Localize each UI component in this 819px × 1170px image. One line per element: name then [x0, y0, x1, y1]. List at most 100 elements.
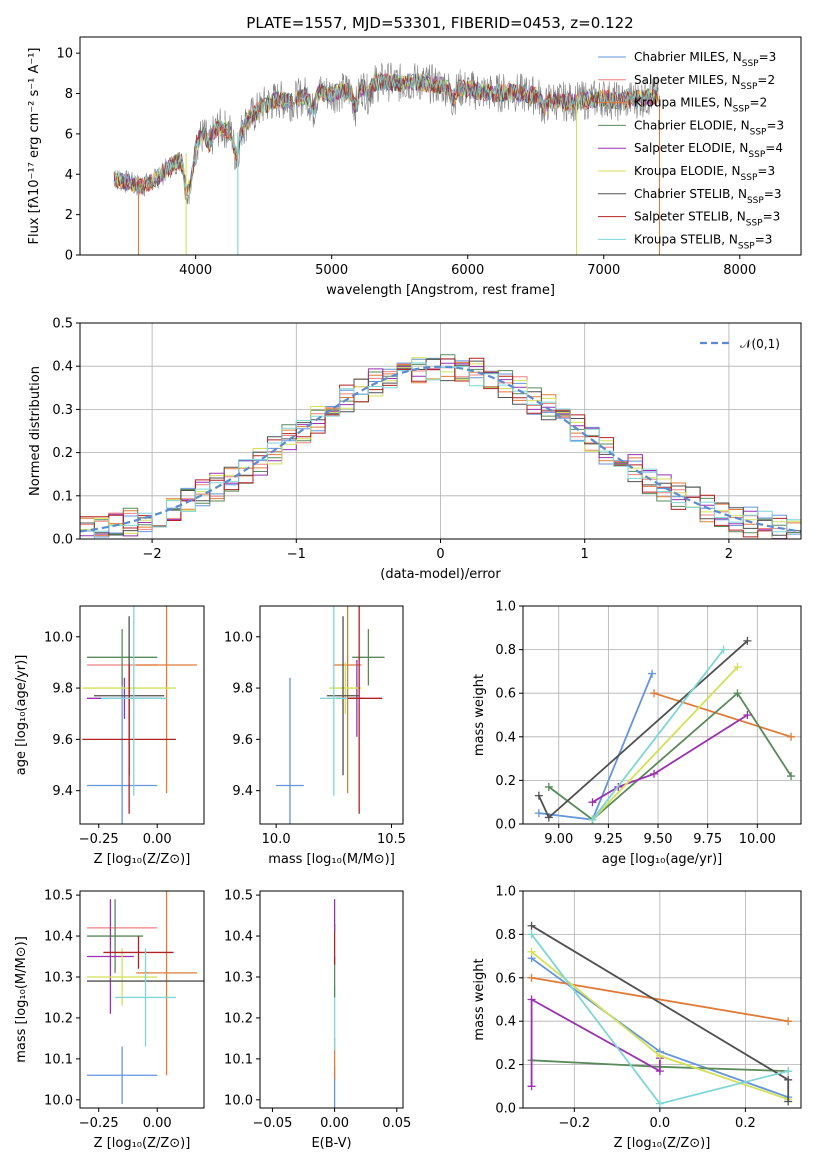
- gaussian-reference-line: [80, 365, 801, 533]
- x-tick-label: 10.00: [739, 832, 776, 847]
- weight-marker: [534, 809, 543, 818]
- panel-spectrum: Chabrier MILES, NSSP=3 Salpeter MILES, NS…: [27, 36, 802, 298]
- y-tick-label: 0: [65, 249, 73, 264]
- residual-histogram: [80, 362, 801, 539]
- axes-frame: [259, 890, 404, 1109]
- x-tick-label: 9.50: [644, 832, 673, 847]
- y-tick-label: 0.8: [495, 643, 516, 658]
- legend-entry: Kroupa ELODIE, NSSP=3: [634, 164, 775, 183]
- plot-area: [87, 891, 204, 1104]
- y-tick-label: 9.6: [52, 733, 73, 748]
- y-axis-label: age [log₁₀(age/yr)]: [14, 655, 29, 776]
- y-tick-label: 0.4: [52, 360, 73, 375]
- x-tick-label: 9.25: [594, 832, 623, 847]
- y-tick-label: 0.2: [495, 1058, 516, 1073]
- y-tick-label: 8: [65, 87, 73, 102]
- y-tick-label: 10.4: [224, 930, 253, 945]
- x-axis-label: Z [log₁₀(Z/Z⊙)]: [94, 852, 191, 867]
- weight-marker: [544, 813, 553, 822]
- weight-marker: [588, 798, 597, 807]
- x-tick-label: −0.25: [79, 1116, 119, 1131]
- x-tick-label: 0.2: [735, 1116, 756, 1131]
- y-tick-label: 9.6: [232, 733, 253, 748]
- x-tick-label: 0.0: [650, 1116, 671, 1131]
- weight-marker: [650, 769, 659, 778]
- x-tick-label: −2: [143, 547, 162, 562]
- x-tick-label: 10.0: [262, 832, 291, 847]
- panel-ebv-vs-mass: −0.05 0.00 0.05 10.0 10.1 10.2 10.3 10.4 10.5 E(B…: [224, 889, 411, 1151]
- plot-area: [527, 921, 793, 1108]
- y-tick-label: 10.5: [224, 889, 253, 904]
- weight-marker: [544, 782, 553, 791]
- x-tick-label: 0.00: [320, 1116, 349, 1131]
- x-tick-label: 9.75: [693, 832, 722, 847]
- y-tick-label: 10.0: [44, 630, 73, 645]
- x-axis-label: age [log₁₀(age/yr)]: [602, 852, 723, 867]
- x-tick-label: 5000: [315, 263, 348, 278]
- y-tick-label: 9.8: [52, 682, 73, 697]
- legend-entry: Salpeter ELODIE, NSSP=4: [634, 141, 783, 160]
- y-tick-label: 10.0: [224, 1093, 253, 1108]
- y-tick-label: 0.4: [495, 1015, 516, 1030]
- weight-marker: [655, 1099, 664, 1108]
- y-tick-label: 0.4: [495, 730, 516, 745]
- model-spectrum-line: [113, 73, 659, 197]
- weight-marker: [655, 1067, 664, 1076]
- legend-entry: Chabrier MILES, NSSP=3: [634, 50, 776, 69]
- figure-title: PLATE=1557, MJD=53301, FIBERID=0453, z=0…: [246, 14, 633, 32]
- weight-line: [548, 691, 792, 821]
- y-tick-label: 0.6: [495, 687, 516, 702]
- axes-frame: [79, 36, 802, 256]
- y-tick-label: 0.6: [495, 971, 516, 986]
- weight-marker: [527, 995, 536, 1004]
- weight-marker: [784, 1067, 793, 1076]
- legend-entry: Kroupa MILES, NSSP=2: [634, 96, 767, 115]
- x-tick-label: 0.00: [143, 832, 172, 847]
- axes-frame: [522, 605, 802, 825]
- weight-marker: [784, 1075, 793, 1084]
- y-axis-label: Normed distribution: [28, 366, 43, 496]
- x-tick-label: 7000: [587, 263, 620, 278]
- panel-age-vs-weight: 9.00 9.25 9.50 9.75 10.00 0.0 0.2 0.4 0.6 0.8 1.0 a…: [472, 600, 802, 867]
- y-tick-label: 6: [65, 127, 73, 142]
- y-tick-label: 10.1: [224, 1052, 253, 1067]
- panel-z-vs-weight: −0.2 0.0 0.2 0.0 0.2 0.4 0.6 0.8 1.0 Z [log₁₀(Z/Z…: [472, 885, 802, 1151]
- x-tick-label: −0.25: [79, 832, 119, 847]
- y-tick-label: 10.2: [44, 1011, 73, 1026]
- plot-area: [276, 606, 385, 824]
- x-tick-label: 0: [436, 547, 444, 562]
- y-tick-label: 1.0: [495, 885, 516, 900]
- x-tick-label: 2: [725, 547, 733, 562]
- y-tick-label: 10.3: [224, 970, 253, 985]
- weight-marker: [784, 1017, 793, 1026]
- weight-marker: [527, 1082, 536, 1091]
- plot-area: [113, 62, 661, 255]
- x-axis-label: Z [log₁₀(Z/Z⊙)]: [614, 1136, 711, 1151]
- y-tick-label: 0.5: [52, 317, 73, 332]
- weight-marker: [588, 815, 597, 824]
- y-tick-label: 9.4: [52, 784, 73, 799]
- x-tick-label: 6000: [451, 263, 484, 278]
- legend-entry: Chabrier STELIB, NSSP=3: [634, 187, 782, 206]
- plot-area: [80, 354, 801, 539]
- y-tick-label: 9.8: [232, 682, 253, 697]
- y-tick-label: 10.0: [224, 630, 253, 645]
- weight-marker: [784, 1097, 793, 1106]
- weight-marker: [787, 772, 796, 781]
- panels: Chabrier MILES, NSSP=3 Salpeter MILES, NS…: [14, 36, 802, 1151]
- axes-frame: [522, 890, 802, 1109]
- weight-marker: [733, 663, 742, 672]
- y-tick-label: 10.2: [224, 1011, 253, 1026]
- weight-marker: [648, 669, 657, 678]
- x-tick-label: −1: [287, 547, 306, 562]
- weight-marker: [743, 711, 752, 719]
- y-tick-label: 0.2: [495, 774, 516, 789]
- x-tick-label: −0.2: [559, 1116, 591, 1131]
- y-tick-label: 10.0: [44, 1093, 73, 1108]
- plot-area: [534, 636, 796, 824]
- weight-marker: [743, 636, 752, 645]
- y-tick-label: 10: [56, 47, 73, 62]
- panel-z-vs-age: −0.25 0.00 9.4 9.6 9.8 10.0 Z [log₁₀(Z/Z⊙)] age…: [14, 605, 205, 867]
